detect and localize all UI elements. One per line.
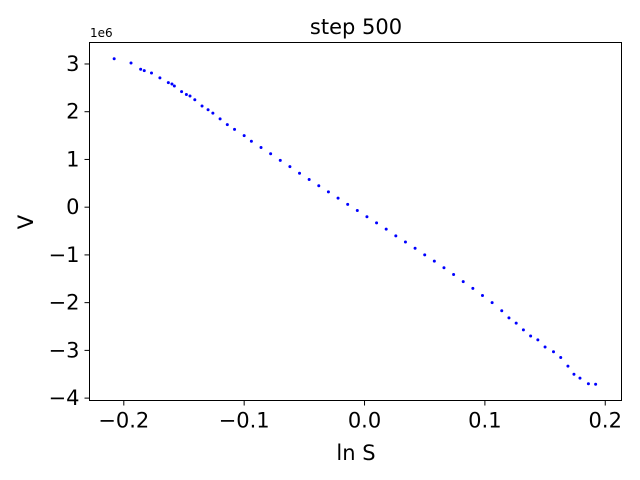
x-tick-label: 0.0 [348, 409, 381, 433]
scatter-point [452, 272, 456, 276]
scatter-point [166, 81, 170, 85]
scatter-point [233, 127, 237, 131]
scatter-point [500, 309, 504, 313]
scatter-point [529, 334, 533, 338]
scatter-point [326, 190, 330, 194]
y-tick-label: −3 [49, 338, 80, 362]
scatter-point [249, 139, 253, 143]
scatter-point [413, 246, 417, 250]
x-axis-label: ln S [336, 441, 375, 465]
scatter-point [184, 93, 188, 97]
scatter-point [594, 382, 598, 386]
scatter-point [552, 350, 555, 354]
scatter-point [288, 165, 292, 169]
scatter-point [559, 356, 563, 360]
scatter-point [278, 158, 282, 162]
scatter-point [170, 82, 174, 86]
scatter-point [514, 321, 518, 325]
scatter-point [384, 227, 388, 231]
y-tick-label: 2 [66, 100, 79, 124]
scatter-point [142, 69, 146, 73]
scatter-point [521, 328, 525, 332]
scatter-point [206, 108, 210, 112]
y-axis-label: V [14, 214, 38, 229]
scatter-point [586, 382, 590, 386]
scatter-point [566, 364, 570, 368]
scatter-point [139, 67, 143, 71]
scatter-point [158, 76, 162, 80]
y-tick-label: 1 [66, 147, 79, 171]
scatter-point [490, 301, 494, 305]
scatter-point [346, 202, 350, 206]
scatter-point [172, 84, 176, 88]
scatter-point [200, 104, 204, 108]
scatter-point [507, 316, 511, 320]
y-tick-label: 0 [66, 195, 79, 219]
y-offset-label: 1e6 [90, 26, 113, 40]
scatter-point [129, 61, 133, 65]
y-tick-label: −4 [49, 386, 80, 410]
scatter-point [211, 111, 215, 115]
chart-title: step 500 [310, 15, 402, 39]
scatter-point [180, 90, 184, 94]
scatter-point [355, 209, 359, 213]
scatter-point [543, 345, 547, 349]
y-tick-label: −2 [49, 291, 80, 315]
x-tick-label: 0.2 [589, 409, 622, 433]
scatter-point [149, 71, 153, 75]
scatter-point [259, 146, 263, 150]
x-tick-label: −0.2 [98, 409, 149, 433]
scatter-point [394, 234, 398, 238]
scatter-point [269, 152, 273, 156]
scatter-point [403, 240, 407, 244]
y-tick-label: 3 [66, 52, 79, 76]
scatter-point [336, 196, 340, 200]
plot-frame [89, 42, 622, 401]
scatter-point [188, 94, 192, 98]
scatter-point [480, 293, 484, 297]
scatter-point [225, 123, 229, 127]
scatter-point [242, 134, 246, 138]
x-tick-label: −0.1 [219, 409, 270, 433]
scatter-point [307, 177, 311, 181]
scatter-point [578, 376, 582, 380]
scatter-point [218, 117, 222, 121]
x-tick-label: 0.1 [468, 409, 501, 433]
x-axis: −0.2 −0.1 0.0 0.1 0.2 [98, 400, 622, 433]
scatter-point [471, 286, 475, 290]
y-axis: −4 −3 −2 −1 0 1 2 3 [49, 52, 90, 410]
scatter-point [536, 338, 540, 342]
scatter-point [375, 221, 379, 225]
scatter-point [432, 259, 436, 263]
scatter-point [461, 280, 465, 284]
scatter-point [365, 215, 369, 219]
scatter-point [193, 98, 197, 102]
scatter-points [112, 57, 598, 386]
scatter-point [317, 184, 321, 188]
scatter-point [298, 171, 302, 175]
y-tick-label: −1 [49, 243, 80, 267]
scatter-point [442, 266, 446, 270]
scatter-point [572, 372, 576, 376]
scatter-point [423, 253, 427, 257]
scatter-point [112, 57, 116, 61]
